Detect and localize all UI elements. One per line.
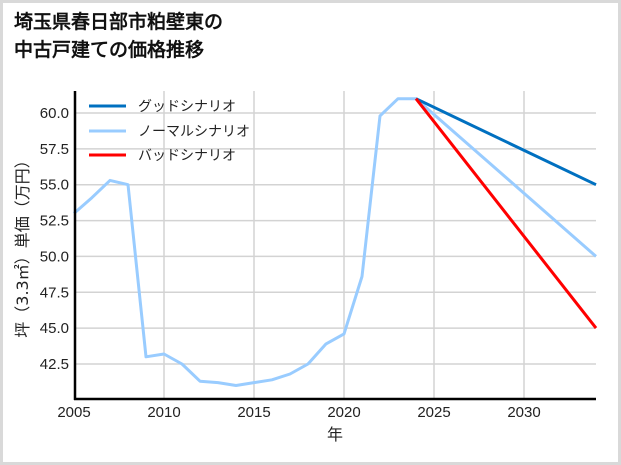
chart-title: 埼玉県春日部市粕壁東の 中古戸建ての価格推移	[14, 8, 223, 64]
y-tick-label: 50.0	[40, 248, 69, 265]
y-tick-label: 42.5	[40, 356, 69, 373]
y-tick-label: 45.0	[40, 320, 69, 337]
legend-label: ノーマルシナリオ	[138, 124, 250, 140]
tick-labels: 42.5 45.0 47.5 50.0 52.5 55.0 57.5 60.0 2005 2010…	[40, 105, 541, 421]
x-tick-label: 2030	[507, 404, 540, 421]
y-tick-label: 52.5	[40, 213, 69, 230]
x-tick-label: 2015	[237, 404, 270, 421]
x-tick-label: 2010	[147, 404, 180, 421]
series-line	[415, 97, 597, 187]
data-series	[73, 97, 598, 387]
title-line-2: 中古戸建ての価格推移	[14, 39, 205, 61]
x-tick-label: 2025	[417, 404, 450, 421]
y-axis-label: 坪（3.3㎡）単価（万円）	[13, 152, 32, 337]
legend-label: バッドシナリオ	[138, 148, 236, 164]
title-line-1: 埼玉県春日部市粕壁東の	[14, 11, 224, 33]
y-tick-label: 47.5	[40, 284, 69, 301]
x-tick-label: 2020	[327, 404, 360, 421]
legend-label: グッドシナリオ	[138, 99, 236, 115]
grid-lines	[75, 91, 596, 399]
x-tick-label: 2005	[57, 404, 90, 421]
axes	[73, 91, 596, 401]
x-axis-label: 年	[327, 425, 343, 444]
y-tick-label: 55.0	[40, 177, 69, 194]
y-tick-label: 57.5	[40, 141, 69, 158]
series-line	[73, 97, 597, 387]
y-tick-label: 60.0	[40, 105, 69, 122]
series-line	[414, 97, 598, 330]
